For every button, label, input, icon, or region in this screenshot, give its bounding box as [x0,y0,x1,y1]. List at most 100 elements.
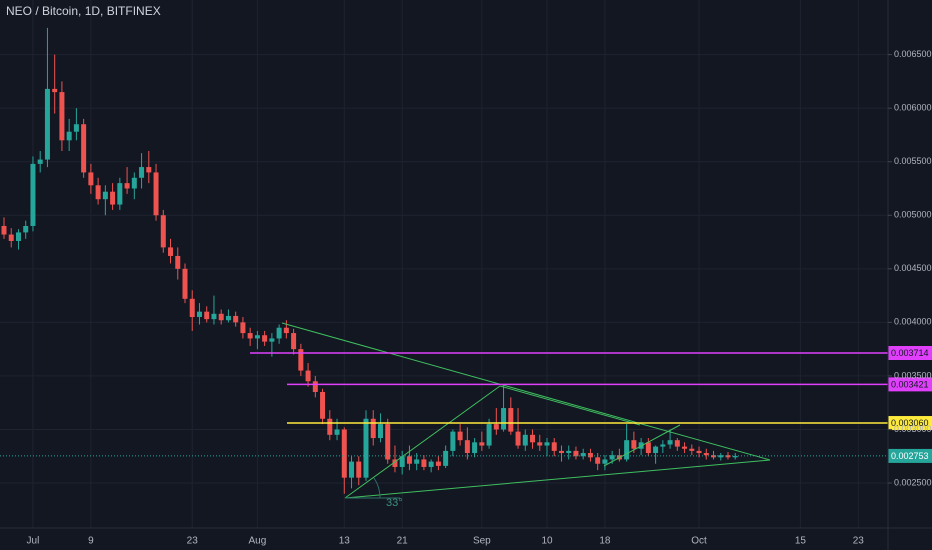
candle-body [225,315,231,321]
candle-body [160,215,166,248]
level-label: 0.003714 [891,348,929,358]
angle-label: 33° [386,497,403,509]
candle-body [291,333,297,350]
candle-body [377,424,383,439]
level-label: 0.003060 [891,418,929,428]
candle-body [580,453,586,457]
axes: 0.002500 0.003000 0.003500 0.004000 0.004500… [27,49,932,547]
candle-body [15,232,21,241]
trendline [499,385,641,426]
candle-body [566,450,572,454]
level-label: 0.002753 [891,451,929,461]
candle-body [508,408,514,432]
candle-body [66,131,72,141]
candle-body [254,335,260,339]
level-label-box [888,377,932,392]
level-label-box [888,416,932,431]
candle-body [73,124,79,132]
candle-body [334,429,340,435]
candle-body [421,459,427,467]
levels: 0.003714 0.003421 0.003060 0.002753 [0,345,932,463]
candle-body [703,453,709,456]
candle-body [341,429,347,478]
candle-body [530,434,536,443]
candle-body [44,88,50,160]
candle-body [457,431,463,441]
trendlines [281,322,771,499]
candle-body [595,457,601,464]
y-tick-label: 0.006500 [894,49,932,59]
candle-body [631,440,637,449]
candle-body [233,315,239,323]
candle-body [464,440,470,454]
candle-body [667,440,673,445]
candle-body [443,450,449,466]
candle-body [312,381,318,392]
y-tick-label: 0.005500 [894,156,932,166]
x-tick-label: 13 [339,536,351,547]
candle-body [356,461,362,478]
candle-body [110,191,116,205]
candle-body [682,446,688,449]
y-tick-label: 0.006000 [894,103,932,113]
candle-body [544,442,550,446]
candle-body [573,450,579,457]
level-label: 0.003421 [891,379,929,389]
trendline [344,385,501,499]
candle-body [102,191,108,200]
candle-body [435,461,441,466]
candle-body [551,442,557,451]
candle-body [696,450,702,454]
candle-body [349,461,355,478]
candle-body [117,183,123,205]
candle-body [269,338,275,342]
trendline [281,322,771,461]
candle-body [196,311,202,318]
candle-body [8,234,14,241]
candle-body [182,268,188,299]
candle-body [276,327,282,339]
candle-body [653,446,659,454]
candle-body [558,450,564,454]
candle-body [399,456,405,467]
x-tick-label: 15 [795,536,807,547]
candle-body [501,408,507,430]
candle-body [363,418,369,478]
level-label-box [888,448,932,463]
candle-body [674,440,680,447]
candle-body [240,322,246,334]
candle-body [218,313,224,321]
candle-body [450,431,456,451]
candle-body [59,92,65,141]
candle-body [732,455,738,458]
candle-body [645,442,651,454]
level-label-box [888,345,932,360]
candle-body [602,459,608,464]
candle-body [711,455,717,458]
y-tick-label: 0.005000 [894,210,932,220]
candle-body [153,172,159,216]
x-tick-label: 23 [187,536,199,547]
candle-body [305,370,311,382]
candle-body [624,440,630,460]
candle-body [414,459,420,464]
candle-body [139,167,145,178]
candle-body [689,448,695,451]
candle-body [660,444,666,447]
y-tick-label: 0.004500 [894,263,932,273]
candle-body [370,418,376,439]
candle-body [168,247,174,256]
candle-body [37,159,43,164]
candle-body [725,455,731,458]
x-tick-label: Jul [27,536,40,547]
x-tick-label: 18 [599,536,611,547]
candle-body [124,183,130,189]
y-tick-label: 0.003500 [894,370,932,380]
candle-body [428,461,434,467]
x-tick-label: Oct [691,536,707,547]
candle-body [175,255,181,269]
candle-body [262,335,268,342]
candle-body [587,453,593,458]
